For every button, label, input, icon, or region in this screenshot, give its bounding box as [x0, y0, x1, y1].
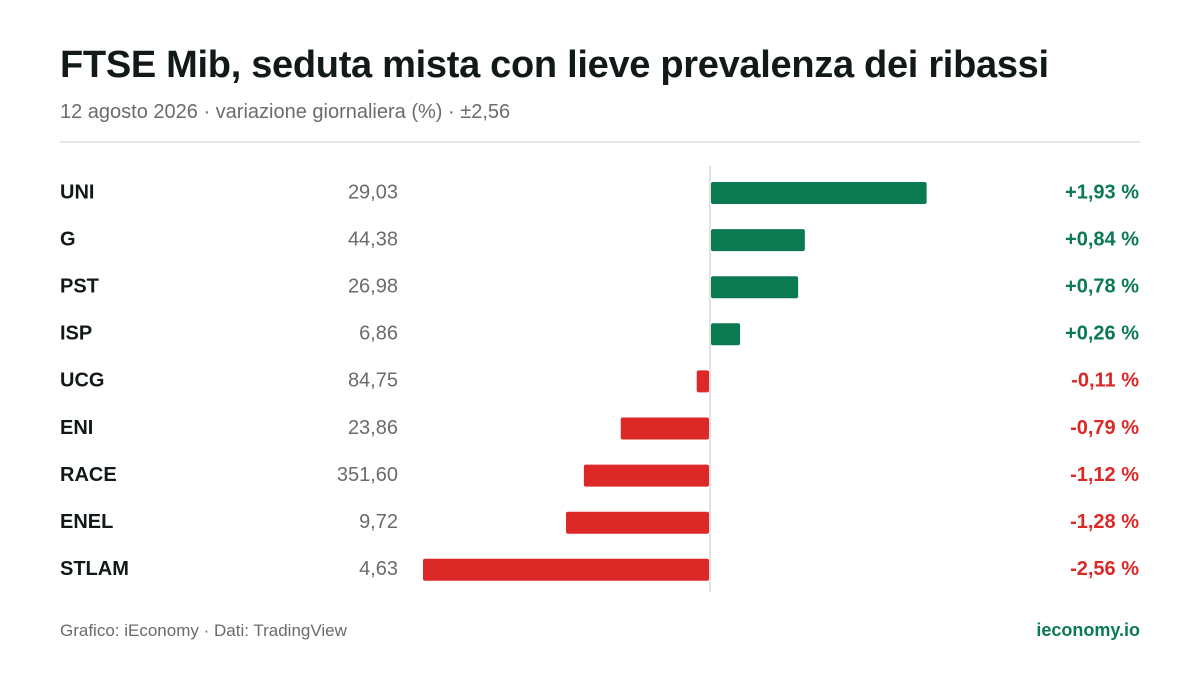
bar [566, 511, 709, 534]
header-divider [60, 141, 1140, 143]
source-note: Grafico: iEconomy · Dati: TradingView [60, 621, 347, 640]
bar [711, 229, 805, 252]
bar [423, 558, 709, 581]
chart-row: STLAM 4,63 -2,56 % [60, 558, 1139, 581]
ticker-label: ENEL [60, 511, 113, 533]
ticker-label: ENI [60, 417, 93, 439]
bar [711, 276, 799, 299]
ticker-label: ISP [60, 323, 92, 345]
chart-row: ENEL 9,72 -1,28 % [60, 511, 1139, 534]
price-label: 23,86 [348, 417, 398, 439]
change-label: +0,84 % [1065, 228, 1139, 250]
price-label: 29,03 [348, 181, 398, 203]
price-label: 9,72 [359, 511, 398, 533]
price-label: 351,60 [337, 464, 398, 486]
price-label: 6,86 [359, 323, 398, 345]
site-link[interactable]: ieconomy.io [1036, 620, 1140, 640]
ticker-label: UCG [60, 370, 104, 392]
chart-row: G 44,38 +0,84 % [60, 228, 1139, 252]
chart-row: ISP 6,86 +0,26 % [60, 323, 1139, 346]
chart-row: PST 26,98 +0,78 % [60, 275, 1139, 299]
change-label: +1,93 % [1065, 181, 1139, 203]
chart-row: ENI 23,86 -0,79 % [60, 417, 1139, 440]
price-label: 26,98 [348, 275, 398, 297]
ticker-label: G [60, 228, 76, 250]
change-label: -0,11 % [1071, 370, 1139, 392]
bar [583, 464, 709, 487]
change-label: -2,56 % [1070, 558, 1139, 580]
change-label: -1,12 % [1070, 464, 1139, 486]
ticker-label: RACE [60, 464, 117, 486]
ticker-label: PST [60, 275, 99, 297]
bar [711, 182, 927, 204]
bar [696, 370, 709, 393]
chart-row: UCG 84,75 -0,11 % [60, 370, 1139, 393]
bar [711, 323, 741, 346]
chart-row: RACE 351,60 -1,12 % [60, 464, 1139, 487]
ticker-label: UNI [60, 181, 94, 203]
chart-subtitle: 12 agosto 2026 · variazione giornaliera … [60, 101, 511, 123]
price-label: 44,38 [348, 228, 398, 250]
chart-row: UNI 29,03 +1,93 % [60, 181, 1139, 204]
change-label: -0,79 % [1070, 417, 1139, 439]
price-label: 4,63 [359, 558, 398, 580]
price-label: 84,75 [348, 370, 398, 392]
change-label: +0,78 % [1065, 275, 1139, 297]
change-label: +0,26 % [1065, 323, 1139, 345]
change-label: -1,28 % [1070, 511, 1139, 533]
chart-title: FTSE Mib, seduta mista con lieve prevale… [60, 44, 1049, 86]
bar [620, 417, 709, 440]
ticker-label: STLAM [60, 558, 129, 580]
chart-rows: UNI 29,03 +1,93 % G 44,38 +0,84 % PST 26,98 +0,7… [60, 181, 1139, 581]
